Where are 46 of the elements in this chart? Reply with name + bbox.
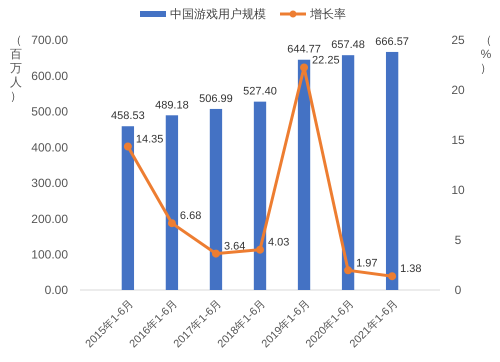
y-tick-label: 0.00 bbox=[44, 283, 68, 298]
data-label: 14.35 bbox=[136, 134, 164, 146]
data-label: 527.40 bbox=[243, 86, 277, 98]
bar bbox=[298, 60, 310, 290]
data-label: 644.77 bbox=[287, 44, 321, 56]
data-label: 657.48 bbox=[331, 39, 365, 52]
y-tick-label: 200.00 bbox=[31, 212, 68, 226]
y-axis-title: （百万人） bbox=[10, 33, 22, 103]
bar bbox=[166, 115, 178, 290]
y2-tick-label: 20 bbox=[451, 83, 465, 98]
y2-tick-label: 10 bbox=[451, 183, 465, 198]
data-label: 4.03 bbox=[268, 236, 290, 249]
data-label: 1.38 bbox=[400, 263, 422, 276]
point bbox=[300, 64, 308, 72]
y-tick-label: 600.00 bbox=[31, 68, 68, 83]
y-tick-label: 500.00 bbox=[31, 104, 68, 119]
data-label: 3.64 bbox=[224, 240, 246, 253]
point bbox=[124, 142, 132, 150]
y-tick-label: 700.00 bbox=[31, 33, 68, 48]
data-label: 489.18 bbox=[155, 99, 189, 112]
data-label: 506.99 bbox=[199, 92, 233, 105]
y-tick-label: 100.00 bbox=[31, 247, 68, 262]
bar bbox=[386, 52, 398, 290]
data-label: 22.25 bbox=[312, 54, 340, 66]
point bbox=[168, 219, 176, 228]
point bbox=[212, 250, 220, 258]
data-label: 6.68 bbox=[180, 210, 202, 222]
y2-tick-label: 5 bbox=[454, 233, 462, 248]
legend-label: 中国游戏用户规模 bbox=[170, 7, 266, 22]
legend-label: 增长率 bbox=[309, 7, 346, 22]
y2-tick-label: 0 bbox=[454, 283, 462, 298]
y-tick-label: 400.00 bbox=[31, 140, 68, 154]
point bbox=[388, 272, 396, 280]
y2-tick-label: 15 bbox=[451, 133, 465, 148]
bar bbox=[210, 108, 222, 290]
y2-axis-title: （%） bbox=[480, 33, 492, 75]
point bbox=[256, 246, 264, 254]
point bbox=[344, 266, 352, 274]
data-label: 666.57 bbox=[375, 36, 409, 48]
bar bbox=[122, 126, 134, 290]
data-label: 458.53 bbox=[111, 110, 145, 122]
data-label: 1.97 bbox=[356, 257, 378, 270]
bar bbox=[342, 55, 354, 290]
y2-tick-label: 25 bbox=[451, 33, 465, 48]
y-tick-label: 300.00 bbox=[31, 176, 68, 190]
bar bbox=[254, 102, 266, 290]
